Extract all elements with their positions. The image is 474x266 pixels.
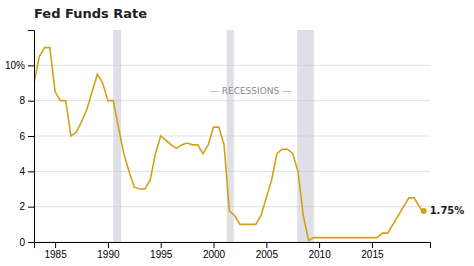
x-tick: 1995 <box>150 242 173 260</box>
chart: 1985 1990 1995 2000 2005 2010 2015 0 2 4 6 8 10% — RE… <box>0 0 474 266</box>
recession-band <box>297 30 314 242</box>
y-tick-mark <box>28 101 34 102</box>
marks <box>34 30 427 242</box>
end-dot <box>421 208 427 214</box>
y-tick-mark <box>28 242 34 243</box>
x-axis-line <box>35 243 431 249</box>
y-tick: 6 <box>19 131 34 142</box>
y-tick-mark <box>28 136 34 137</box>
y-tick: 8 <box>19 95 34 106</box>
x-tick-label: 2015 <box>361 249 384 260</box>
x-tick: 2015 <box>361 242 384 260</box>
x-tick: 2010 <box>308 242 331 260</box>
y-tick-mark <box>28 207 34 208</box>
title: Fed Funds Rate <box>34 6 147 21</box>
y-tick: 10% <box>5 60 34 71</box>
end-label: 1.75% <box>430 205 465 216</box>
recession-band <box>227 30 234 242</box>
y-tick-label: 10% <box>5 60 25 71</box>
x-tick-label: 1995 <box>150 249 173 260</box>
x-tick-mark <box>372 242 373 248</box>
annotations: — RECESSIONS — 1.75% <box>210 86 465 216</box>
x-tick-mark <box>214 242 215 248</box>
x-tick-label: 1990 <box>97 249 120 260</box>
x-tick-mark <box>161 242 162 248</box>
y-tick-label: 6 <box>19 131 25 142</box>
y-axis-line <box>28 31 35 243</box>
x-tick-label: 1985 <box>44 249 67 260</box>
y-axis: 0 2 4 6 8 10% <box>5 31 35 248</box>
plot-area: 1985 1990 1995 2000 2005 2010 2015 0 2 4 6 8 10% — RE… <box>5 30 464 260</box>
x-axis: 1985 1990 1995 2000 2005 2010 2015 <box>35 242 431 260</box>
x-tick-label: 2000 <box>203 249 226 260</box>
y-tick: 0 <box>19 237 34 248</box>
y-tick-label: 8 <box>19 95 25 106</box>
rate-line <box>34 48 424 241</box>
y-tick: 4 <box>19 166 34 177</box>
x-tick-mark <box>319 242 320 248</box>
recession-label: — RECESSIONS — <box>210 86 291 96</box>
x-tick: 1990 <box>97 242 120 260</box>
x-tick-label: 2010 <box>308 249 331 260</box>
x-tick-mark <box>108 242 109 248</box>
y-tick-mark <box>28 65 34 66</box>
x-tick: 1985 <box>44 242 67 260</box>
y-tick: 2 <box>19 201 34 212</box>
x-tick: 2005 <box>256 242 279 260</box>
y-tick-label: 0 <box>19 237 25 248</box>
x-tick-mark <box>266 242 267 248</box>
x-tick-label: 2005 <box>256 249 279 260</box>
x-tick-mark <box>55 242 56 248</box>
y-tick-label: 2 <box>19 201 25 212</box>
y-tick-label: 4 <box>19 166 25 177</box>
x-tick: 2000 <box>203 242 226 260</box>
y-tick-mark <box>28 171 34 172</box>
